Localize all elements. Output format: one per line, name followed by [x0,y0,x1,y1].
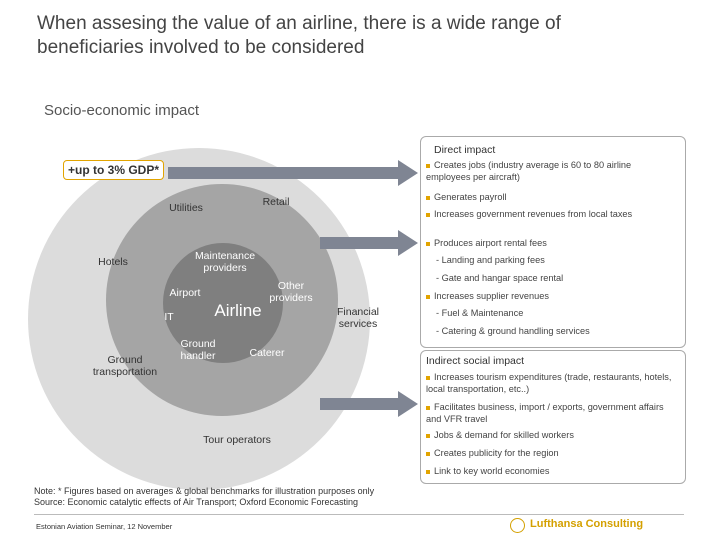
source-line: Source: Economic catalytic effects of Ai… [34,497,358,507]
label-financial-services: Financial services [336,306,380,330]
bullet-marker [426,212,430,217]
supplier-subitem-fuel: - Fuel & Maintenance [436,308,524,318]
label-it: IT [164,311,174,323]
indirect-impact-arrow [320,391,418,417]
direct-item-jobs: Creates jobs (industry average is 60 to … [426,160,666,183]
label-retail: Retail [262,196,290,208]
bullet-marker [426,163,430,168]
bullet-marker [426,433,430,438]
bullet-marker [426,195,430,200]
indirect-item-economies: Link to key world economies [426,466,666,478]
label-maintenance-providers: Maintenance providers [194,250,256,274]
label-hotels: Hotels [98,256,128,268]
supplier-subitem-catering: - Catering & ground handling services [436,326,590,336]
gdp-badge: +up to 3% GDP* [63,160,165,180]
bullet-marker [426,375,430,380]
direct-item-text: Increases supplier revenues [434,291,549,301]
label-airport: Airport [169,287,201,299]
brand-name: Lufthansa Consulting [530,518,644,530]
direct-item-rental: Produces airport rental fees [426,238,666,250]
note-line: Note: * Figures based on averages & glob… [34,486,375,496]
page-title: When assesing the value of an airline, t… [37,13,561,58]
indirect-item-text: Jobs & demand for skilled workers [434,430,574,440]
direct-item-text: Generates payroll [434,192,507,202]
rental-subitem-gate: - Gate and hangar space rental [436,273,564,283]
indirect-impact-title: Indirect social impact [426,355,525,367]
bullet-marker [426,451,430,456]
direct-item-text: Produces airport rental fees [434,238,547,248]
section-subtitle: Socio-economic impact [44,102,200,119]
label-utilities: Utilities [169,202,203,214]
label-caterer: Caterer [249,347,285,359]
bullet-marker [426,405,430,410]
indirect-item-tourism: Increases tourism expenditures (trade, r… [426,372,676,395]
bullet-marker [426,469,430,474]
direct-impact-arrow [320,230,418,256]
lufthansa-logo-icon [510,518,525,533]
indirect-item-publicity: Creates publicity for the region [426,448,666,460]
footer-divider [34,514,684,515]
airline-core [163,243,283,363]
gdp-arrow [168,160,418,186]
indirect-item-business: Facilitates business, import / exports, … [426,402,666,425]
direct-item-supplier: Increases supplier revenues [426,291,666,303]
bullet-marker [426,241,430,246]
indirect-impact-panel [420,350,686,484]
label-tour-operators: Tour operators [203,434,271,446]
direct-impact-panel [420,136,686,348]
label-other-providers: Other providers [269,280,313,304]
direct-item-payroll: Generates payroll [426,192,666,204]
indirect-item-text: Facilitates business, import / exports, … [426,402,664,424]
indirect-item-jobs: Jobs & demand for skilled workers [426,430,666,442]
label-ground-handler: Ground handler [180,338,216,362]
label-airline: Airline [214,301,262,320]
direct-impact-title: Direct impact [434,144,496,156]
indirect-item-text: Link to key world economies [434,466,550,476]
label-ground-transportation: Ground transportation [92,354,158,378]
indirect-item-text: Increases tourism expenditures (trade, r… [426,372,672,394]
rental-subitem-landing: - Landing and parking fees [436,255,545,265]
indirect-item-text: Creates publicity for the region [434,448,559,458]
direct-item-taxes: Increases government revenues from local… [426,209,666,221]
footer-text: Estonian Aviation Seminar, 12 November [36,522,173,531]
footnote: Note: * Figures based on averages & glob… [34,486,374,508]
direct-item-text: Increases government revenues from local… [434,209,633,219]
direct-item-text: Creates jobs (industry average is 60 to … [426,160,632,182]
bullet-marker [426,294,430,299]
